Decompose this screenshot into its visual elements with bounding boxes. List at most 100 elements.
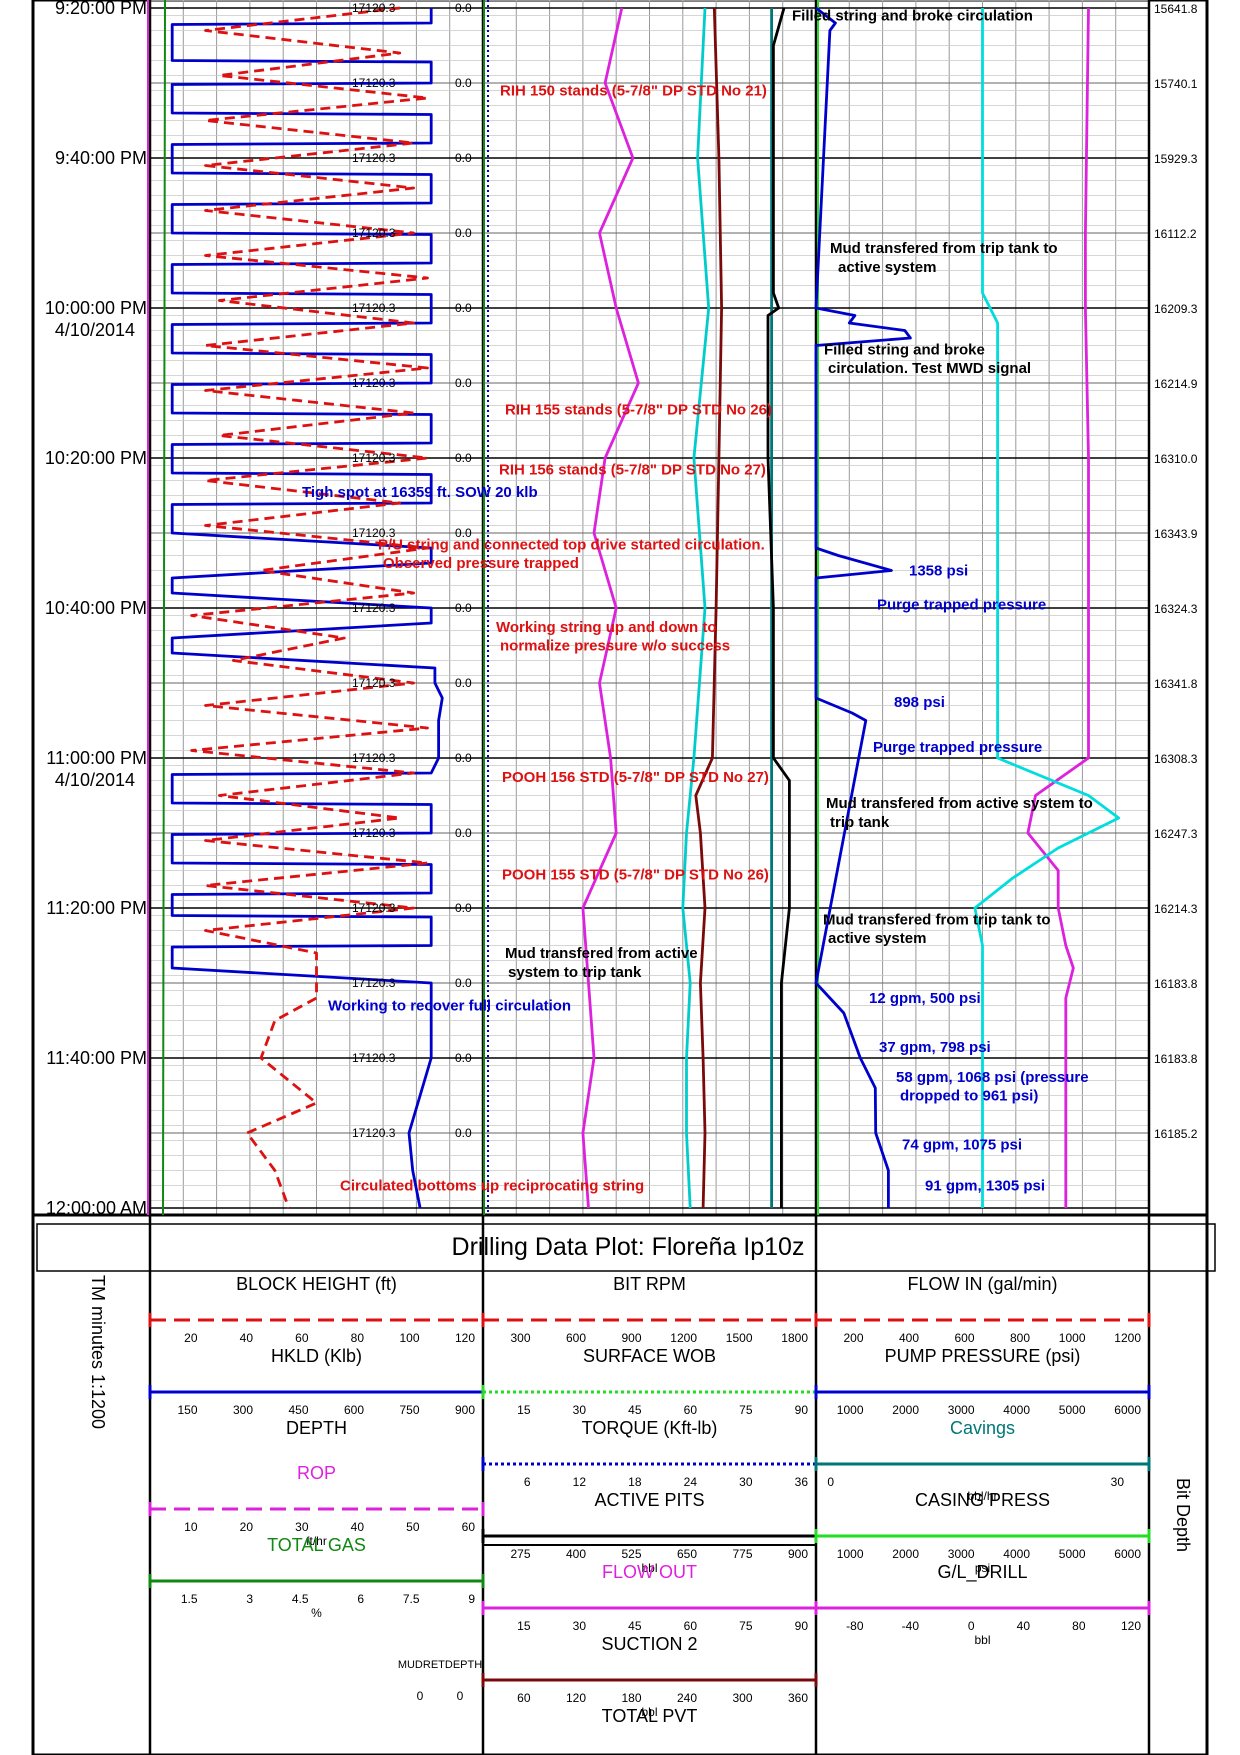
- legend-tick: 40: [1017, 1619, 1031, 1633]
- bit-depth-label: 16214.9: [1154, 377, 1198, 391]
- legend-tick: 30: [739, 1475, 753, 1489]
- annotation-label: 1358 psi: [909, 563, 968, 580]
- legend-tick: 9: [468, 1592, 475, 1606]
- legend-label: TORQUE (Kft-lb): [582, 1418, 718, 1438]
- title-box: [36, 1223, 1216, 1272]
- legend-label: DEPTH: [286, 1418, 347, 1438]
- legend-label: FLOW OUT: [602, 1562, 697, 1582]
- legend-tick: 12: [573, 1475, 587, 1489]
- legend-label: TOTAL GAS: [267, 1535, 366, 1555]
- bit-depth-label: 16185.2: [1154, 1127, 1198, 1141]
- legend-tick: 80: [351, 1331, 365, 1345]
- legend-tick: 30: [573, 1403, 587, 1417]
- legend-tick: 24: [684, 1475, 698, 1489]
- legend-tick: 15: [517, 1619, 531, 1633]
- bit-depth-label: 16247.3: [1154, 827, 1198, 841]
- right-axis-label: Bit Depth: [1173, 1478, 1193, 1552]
- depth-marker: 17120.3: [352, 751, 396, 765]
- mudretdepth-value: 0: [457, 1689, 464, 1703]
- legend-tick: -40: [902, 1619, 920, 1633]
- mudretdepth-label: MUDRETDEPTH: [398, 1659, 482, 1671]
- legend-tick: 600: [566, 1331, 586, 1345]
- legend-tick: 1200: [670, 1331, 697, 1345]
- legend-tick: 1000: [837, 1403, 864, 1417]
- annotation-label: Working string up and down to: [496, 619, 717, 636]
- legend-tick: 30: [573, 1619, 587, 1633]
- legend-tick: 75: [739, 1403, 753, 1417]
- chart-title: Drilling Data Plot: Floreña Ip10z: [452, 1233, 805, 1261]
- legend-tick: 60: [684, 1403, 698, 1417]
- legend-unit: psi: [975, 1561, 990, 1575]
- bit-depth-label: 16209.3: [1154, 302, 1198, 316]
- legend-tick: 1000: [1059, 1331, 1086, 1345]
- legend-tick: 300: [732, 1691, 752, 1705]
- legend-label: FLOW IN (gal/min): [907, 1274, 1057, 1294]
- legend-tick: 525: [621, 1547, 641, 1561]
- legend-tick: 40: [351, 1520, 365, 1534]
- legend-tick: 3: [246, 1592, 253, 1606]
- legend-label: BLOCK HEIGHT (ft): [236, 1274, 397, 1294]
- legend-unit: %: [311, 1606, 322, 1620]
- time-label: 11:20:00 PM: [46, 898, 147, 918]
- legend-tick: 1000: [837, 1547, 864, 1561]
- legend-tick: 400: [899, 1331, 919, 1345]
- bit-depth-label: 16183.8: [1154, 1052, 1198, 1066]
- annotation-label: active system: [838, 259, 936, 276]
- legend-tick: 5000: [1059, 1403, 1086, 1417]
- legend-tick: 6000: [1114, 1403, 1141, 1417]
- legend-unit: bbl/hr: [967, 1489, 997, 1503]
- outer-frame: [31, 0, 1209, 1755]
- legend-tick: 2000: [892, 1547, 919, 1561]
- legend-tick: 300: [510, 1331, 530, 1345]
- mudret-marker: 0.0: [455, 826, 472, 840]
- legend-tick: 36: [795, 1475, 809, 1489]
- depth-marker: 17120.3: [352, 301, 396, 315]
- legend-tick: 6: [357, 1592, 364, 1606]
- depth-marker: 17120.3: [352, 1126, 396, 1140]
- annotation-label: active system: [828, 930, 926, 947]
- legend-tick: 3000: [948, 1547, 975, 1561]
- legend-tick: 750: [399, 1403, 419, 1417]
- date-label: 4/10/2014: [55, 320, 135, 340]
- legend-tick: 80: [1072, 1619, 1086, 1633]
- legend-tick: 650: [677, 1547, 697, 1561]
- date-label: 4/10/2014: [55, 770, 135, 790]
- legend-tick: 1800: [781, 1331, 808, 1345]
- legend-label: CASING PRESS: [915, 1490, 1050, 1510]
- legend-tick: 20: [184, 1331, 198, 1345]
- legend-tick: 240: [677, 1691, 697, 1705]
- bit-depth-label: 16112.2: [1154, 227, 1197, 241]
- legend-tick: 15: [517, 1403, 531, 1417]
- mudret-marker: 0.0: [455, 1051, 472, 1065]
- depth-marker: 17120.3: [352, 901, 396, 915]
- bit-depth-label: 16324.3: [1154, 602, 1198, 616]
- annotation-label: Mud transfered from trip tank to: [823, 911, 1051, 928]
- annotation-label: dropped to 961 psi): [900, 1088, 1038, 1105]
- legend-tick: 30: [295, 1520, 309, 1534]
- annotation-label: Purge trapped pressure: [873, 739, 1042, 756]
- mudret-marker: 0.0: [455, 226, 472, 240]
- legend-tick: 600: [954, 1331, 974, 1345]
- legend-tick: 75: [739, 1619, 753, 1633]
- legend-tick: 120: [455, 1331, 475, 1345]
- legend-tick: 4000: [1003, 1547, 1030, 1561]
- mudret-marker: 0.0: [455, 1, 472, 15]
- legend-tick: 1.5: [181, 1592, 198, 1606]
- series-suction-2: [694, 7, 723, 1209]
- legend-tick: 10: [184, 1520, 198, 1534]
- annotation-label: Mud transfered from active: [505, 945, 698, 962]
- annotation-label: POOH 156 STD (5-7/8" DP STD No 27): [502, 769, 769, 786]
- annotation-label: 37 gpm, 798 psi: [879, 1039, 991, 1056]
- mudret-marker: 0.0: [455, 376, 472, 390]
- time-label: 12:00:00 AM: [46, 1198, 147, 1218]
- mudret-marker: 0.0: [455, 76, 472, 90]
- legend-tick: 0: [827, 1475, 834, 1489]
- depth-marker: 17120.3: [352, 676, 396, 690]
- depth-marker: 17120.3: [352, 826, 396, 840]
- series-rop: [581, 7, 640, 1209]
- time-label: 11:00:00 PM: [46, 748, 147, 768]
- bit-depth-label: 15929.3: [1154, 152, 1198, 166]
- annotation-label: 74 gpm, 1075 psi: [902, 1136, 1022, 1153]
- mudret-marker: 0.0: [455, 451, 472, 465]
